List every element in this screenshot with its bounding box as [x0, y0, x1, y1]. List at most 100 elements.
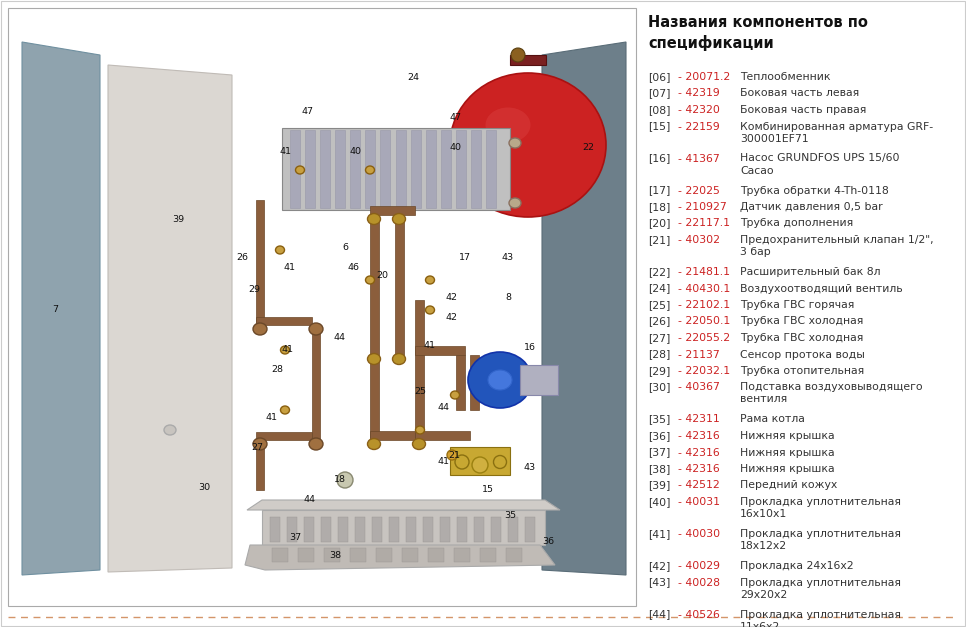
Bar [282, 128, 510, 210]
Polygon shape [108, 65, 232, 572]
Bar [471, 130, 481, 208]
Bar [370, 215, 379, 440]
Bar [350, 130, 360, 208]
Bar [272, 548, 288, 562]
Text: Боковая часть правая: Боковая часть правая [740, 105, 867, 115]
Text: 35: 35 [504, 510, 516, 520]
Text: 7: 7 [52, 305, 58, 315]
Bar [423, 517, 433, 542]
Text: [29]: [29] [648, 366, 670, 376]
Text: - 40031: - 40031 [678, 497, 720, 507]
Bar [290, 130, 300, 208]
Bar [441, 130, 451, 208]
Ellipse shape [455, 455, 469, 469]
Text: [41]: [41] [648, 529, 670, 539]
Bar [470, 355, 479, 410]
Text: Расширительный бак 8л: Расширительный бак 8л [740, 267, 880, 277]
Text: Сенсор протока воды: Сенсор протока воды [740, 349, 865, 359]
Bar [474, 517, 484, 542]
Text: Нижняя крышка: Нижняя крышка [740, 431, 835, 441]
Ellipse shape [280, 406, 290, 414]
Text: - 22050.1: - 22050.1 [678, 317, 730, 327]
Ellipse shape [275, 246, 285, 254]
Text: [18]: [18] [648, 202, 670, 212]
Text: - 40030: - 40030 [678, 529, 720, 539]
Text: Подставка воздуховыводящего
вентиля: Подставка воздуховыводящего вентиля [740, 382, 923, 404]
Text: Прокладка 24х16х2: Прокладка 24х16х2 [740, 561, 854, 571]
Bar [256, 200, 264, 325]
Text: 41: 41 [281, 345, 293, 354]
Ellipse shape [309, 438, 323, 450]
Text: Рама котла: Рама котла [740, 414, 805, 424]
Text: - 22025: - 22025 [678, 186, 720, 196]
Text: Трубка ГВС холодная: Трубка ГВС холодная [740, 317, 864, 327]
Text: - 42316: - 42316 [678, 464, 720, 474]
Ellipse shape [425, 306, 435, 314]
Polygon shape [542, 42, 626, 575]
Text: 41: 41 [266, 413, 278, 423]
Text: 15: 15 [482, 485, 494, 495]
Text: [06]: [06] [648, 72, 670, 82]
Bar [256, 440, 264, 490]
Bar [389, 517, 399, 542]
Bar [380, 130, 390, 208]
Text: [22]: [22] [648, 267, 670, 277]
Text: Воздухоотводящий вентиль: Воздухоотводящий вентиль [740, 283, 902, 293]
Text: 16: 16 [524, 344, 536, 352]
Bar [406, 517, 416, 542]
Ellipse shape [337, 472, 353, 488]
Text: Прокладка уплотнительная
29х20х2: Прокладка уплотнительная 29х20х2 [740, 577, 901, 599]
Text: [43]: [43] [648, 577, 670, 587]
Text: - 20071.2: - 20071.2 [678, 72, 730, 82]
Text: 41: 41 [424, 340, 436, 349]
Bar [508, 517, 518, 542]
Text: - 40367: - 40367 [678, 382, 720, 393]
Bar [256, 432, 312, 440]
Bar [320, 130, 330, 208]
Text: - 22102.1: - 22102.1 [678, 300, 730, 310]
Text: 29: 29 [248, 285, 260, 295]
Bar [454, 548, 470, 562]
Text: - 42512: - 42512 [678, 480, 720, 490]
Ellipse shape [509, 138, 521, 148]
Text: 41: 41 [279, 147, 291, 157]
Text: [07]: [07] [648, 88, 670, 98]
Text: 43: 43 [502, 253, 514, 263]
Text: [08]: [08] [648, 105, 670, 115]
Text: 44: 44 [304, 495, 316, 505]
Text: [42]: [42] [648, 561, 670, 571]
Bar [428, 548, 444, 562]
Text: - 22159: - 22159 [678, 122, 720, 132]
Bar [411, 130, 421, 208]
Bar [350, 548, 366, 562]
Bar [370, 206, 415, 215]
Text: Прокладка уплотнительная
18х12х2: Прокладка уплотнительная 18х12х2 [740, 529, 901, 551]
Ellipse shape [365, 276, 375, 284]
Polygon shape [22, 42, 100, 575]
Text: [17]: [17] [648, 186, 670, 196]
Bar [396, 130, 406, 208]
Text: 40: 40 [449, 144, 461, 152]
Ellipse shape [472, 457, 488, 473]
Ellipse shape [296, 166, 304, 174]
Ellipse shape [447, 450, 457, 460]
Bar [426, 130, 436, 208]
Text: Нижняя крышка: Нижняя крышка [740, 464, 835, 474]
Bar [456, 355, 465, 410]
Text: - 21481.1: - 21481.1 [678, 267, 730, 277]
Ellipse shape [253, 323, 267, 335]
Text: Прокладка уплотнительная
11х6х2: Прокладка уплотнительная 11х6х2 [740, 609, 901, 627]
Ellipse shape [450, 391, 460, 399]
Ellipse shape [412, 438, 425, 450]
Text: 39: 39 [172, 216, 185, 224]
Text: - 40029: - 40029 [678, 561, 720, 571]
Bar [312, 325, 320, 440]
Ellipse shape [309, 323, 323, 335]
Bar [270, 517, 280, 542]
Bar [520, 365, 558, 395]
Text: 40: 40 [349, 147, 361, 157]
Bar [321, 517, 331, 542]
Text: Передний кожух: Передний кожух [740, 480, 838, 490]
Text: 41: 41 [438, 458, 450, 466]
Text: Комбинированная арматура GRF-
300001EF71: Комбинированная арматура GRF- 300001EF71 [740, 122, 933, 144]
